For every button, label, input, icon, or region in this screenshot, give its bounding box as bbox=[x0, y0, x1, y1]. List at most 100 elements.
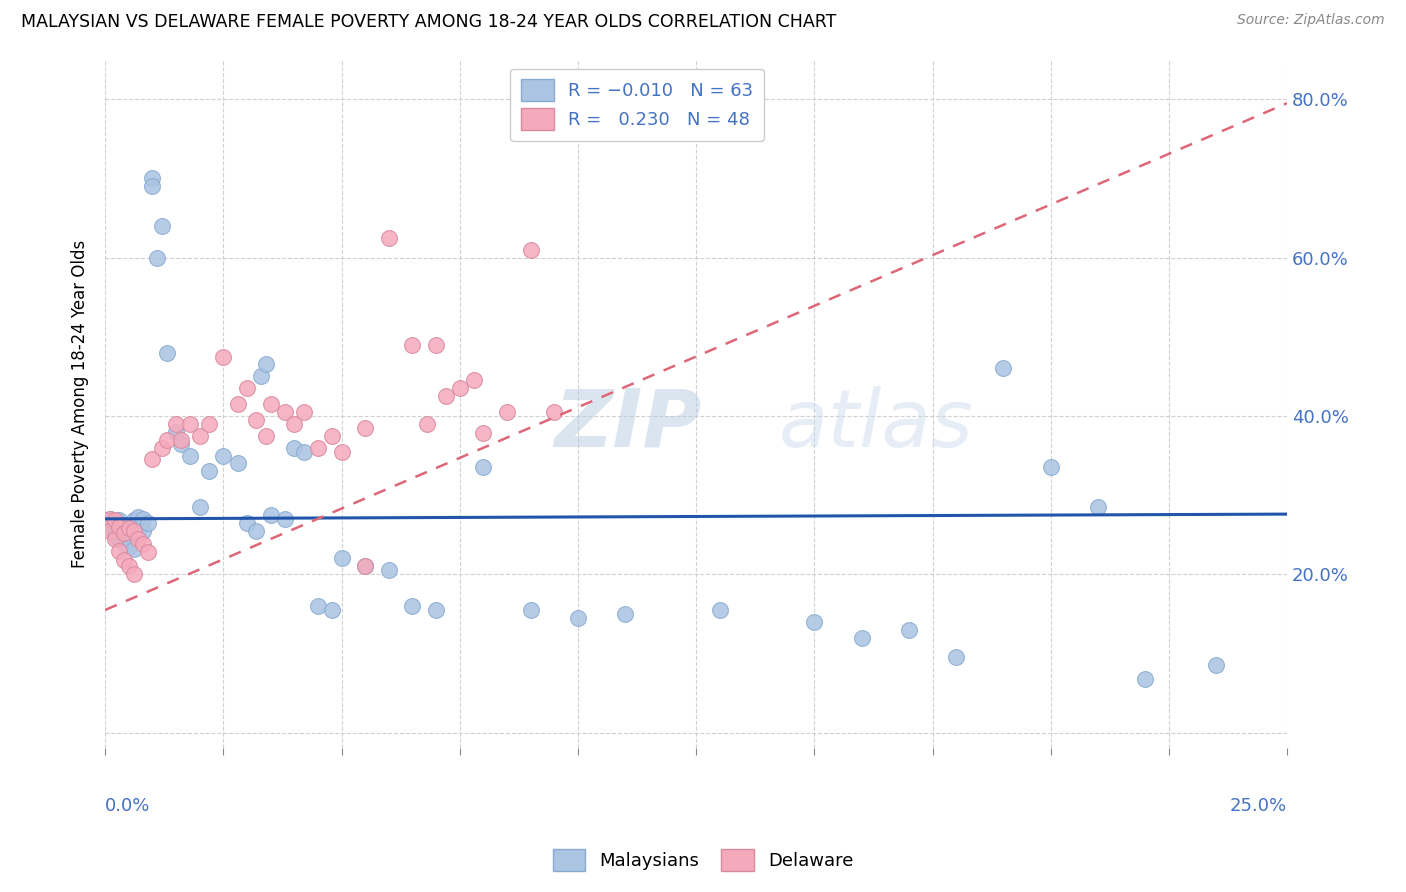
Point bbox=[150, 219, 173, 233]
Legend: R = −0.010   N = 63, R =   0.230   N = 48: R = −0.010 N = 63, R = 0.230 N = 48 bbox=[510, 69, 763, 141]
Text: atlas: atlas bbox=[779, 385, 973, 464]
Text: 0.0%: 0.0% bbox=[105, 797, 150, 814]
Point bbox=[165, 417, 187, 431]
Point bbox=[179, 449, 201, 463]
Point bbox=[1039, 460, 1062, 475]
Point bbox=[122, 524, 145, 538]
Y-axis label: Female Poverty Among 18-24 Year Olds: Female Poverty Among 18-24 Year Olds bbox=[72, 240, 89, 568]
Point bbox=[401, 337, 423, 351]
Point bbox=[378, 563, 401, 577]
Point bbox=[260, 397, 283, 411]
Point bbox=[1205, 658, 1227, 673]
Point bbox=[98, 524, 121, 538]
Point bbox=[188, 500, 211, 514]
Point bbox=[98, 512, 121, 526]
Point bbox=[98, 512, 121, 526]
Point bbox=[292, 405, 315, 419]
Point bbox=[250, 369, 273, 384]
Point bbox=[104, 513, 127, 527]
Point bbox=[198, 464, 221, 478]
Point bbox=[104, 527, 127, 541]
Point bbox=[567, 611, 589, 625]
Point bbox=[543, 405, 565, 419]
Point bbox=[108, 521, 131, 535]
Point bbox=[330, 551, 353, 566]
Point bbox=[188, 428, 211, 442]
Point bbox=[98, 520, 121, 534]
Point bbox=[112, 526, 135, 541]
Point bbox=[112, 535, 135, 549]
Point bbox=[354, 559, 377, 574]
Point bbox=[283, 417, 305, 431]
Point bbox=[118, 540, 141, 554]
Point bbox=[108, 543, 131, 558]
Point bbox=[108, 513, 131, 527]
Point bbox=[321, 603, 343, 617]
Point bbox=[112, 529, 135, 543]
Point bbox=[307, 441, 329, 455]
Point bbox=[709, 603, 731, 617]
Point bbox=[104, 524, 127, 538]
Point bbox=[132, 537, 155, 551]
Point bbox=[150, 441, 173, 455]
Point bbox=[132, 512, 155, 526]
Point bbox=[851, 631, 873, 645]
Point bbox=[449, 381, 471, 395]
Point bbox=[136, 516, 159, 530]
Point bbox=[104, 532, 127, 546]
Text: MALAYSIAN VS DELAWARE FEMALE POVERTY AMONG 18-24 YEAR OLDS CORRELATION CHART: MALAYSIAN VS DELAWARE FEMALE POVERTY AMO… bbox=[21, 13, 837, 31]
Point bbox=[212, 350, 235, 364]
Point bbox=[212, 449, 235, 463]
Point bbox=[519, 603, 541, 617]
Point bbox=[236, 381, 259, 395]
Point bbox=[118, 559, 141, 574]
Point bbox=[254, 358, 277, 372]
Point bbox=[118, 532, 141, 546]
Point bbox=[122, 567, 145, 582]
Point bbox=[118, 521, 141, 535]
Text: 25.0%: 25.0% bbox=[1230, 797, 1286, 814]
Point bbox=[472, 426, 495, 441]
Point bbox=[897, 623, 920, 637]
Point bbox=[496, 405, 519, 419]
Point bbox=[254, 428, 277, 442]
Point bbox=[170, 436, 193, 450]
Point bbox=[274, 405, 297, 419]
Point bbox=[170, 433, 193, 447]
Point bbox=[141, 179, 163, 194]
Point bbox=[945, 650, 967, 665]
Point bbox=[108, 520, 131, 534]
Point bbox=[283, 441, 305, 455]
Point bbox=[993, 361, 1015, 376]
Point bbox=[425, 337, 447, 351]
Point bbox=[434, 389, 457, 403]
Text: ZIP: ZIP bbox=[554, 385, 702, 464]
Point bbox=[401, 599, 423, 613]
Point bbox=[198, 417, 221, 431]
Point bbox=[141, 452, 163, 467]
Point bbox=[354, 559, 377, 574]
Point bbox=[803, 615, 825, 629]
Point bbox=[127, 526, 149, 541]
Point bbox=[132, 524, 155, 538]
Point bbox=[1135, 672, 1157, 686]
Point bbox=[226, 397, 249, 411]
Point bbox=[463, 373, 485, 387]
Point bbox=[236, 516, 259, 530]
Point bbox=[156, 433, 179, 447]
Point bbox=[292, 444, 315, 458]
Point bbox=[415, 417, 437, 431]
Legend: Malaysians, Delaware: Malaysians, Delaware bbox=[546, 842, 860, 879]
Point bbox=[127, 532, 149, 546]
Point bbox=[112, 518, 135, 533]
Point bbox=[104, 516, 127, 530]
Point bbox=[472, 460, 495, 475]
Point bbox=[122, 541, 145, 556]
Point bbox=[165, 425, 187, 439]
Point bbox=[378, 231, 401, 245]
Point bbox=[141, 171, 163, 186]
Point bbox=[274, 512, 297, 526]
Point bbox=[179, 417, 201, 431]
Point bbox=[245, 524, 267, 538]
Point bbox=[354, 421, 377, 435]
